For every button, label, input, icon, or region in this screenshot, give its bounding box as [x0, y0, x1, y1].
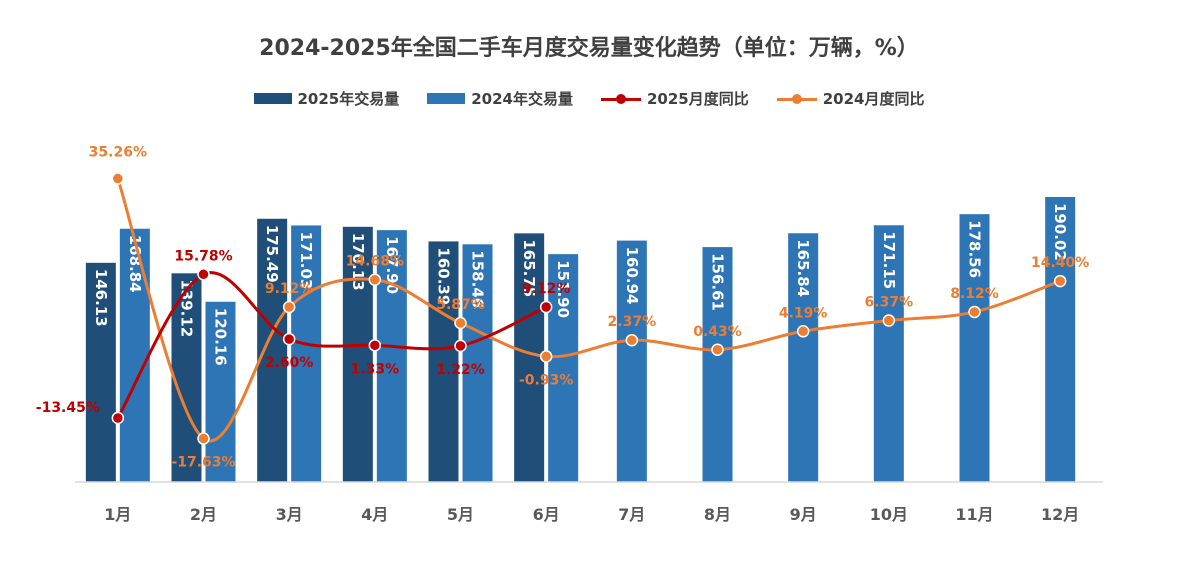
line-value-label: 2.37%	[608, 314, 657, 330]
bar-2025-5	[428, 241, 459, 482]
line-value-label: 1.22%	[436, 362, 485, 378]
bar-2024-11	[959, 214, 990, 482]
legend-item-2025-yoy: 2025月度同比	[601, 88, 749, 109]
bar-value-label: 171.03	[297, 231, 315, 289]
line-value-label: 14.68%	[346, 254, 404, 270]
x-tick-label: 11月	[955, 505, 993, 524]
bar-value-label: 151.90	[554, 260, 572, 318]
bar-2025-3	[257, 218, 288, 482]
bar-2024-6	[548, 254, 579, 482]
line-value-label: 9.12%	[522, 281, 571, 297]
x-tick-label: 7月	[618, 505, 645, 524]
x-tick-label: 6月	[533, 505, 560, 524]
point-2024-yoy	[796, 325, 810, 338]
bar-value-label: 170.13	[349, 233, 367, 291]
legend-label-2025-volume: 2025年交易量	[297, 90, 400, 108]
legend-item-2024-yoy: 2024月度同比	[776, 88, 925, 109]
point-2025-yoy	[539, 300, 553, 314]
line-value-label: 9.12%	[265, 281, 314, 297]
bar-2024-3	[291, 225, 322, 482]
point-2024-yoy	[368, 273, 382, 286]
x-tick-label: 9月	[790, 505, 817, 524]
bar-2024-2	[205, 301, 236, 482]
point-2025-yoy	[282, 332, 296, 346]
point-2024-yoy	[111, 172, 125, 185]
x-tick-label: 5月	[447, 505, 474, 524]
chart-legend: 2025年交易量 2024年交易量 2025月度同比 2024月度同比	[0, 88, 1178, 109]
x-tick-label: 2月	[190, 505, 217, 524]
bar-value-label: 167.90	[383, 236, 401, 294]
bar-value-label: 168.84	[126, 235, 144, 293]
point-2024-yoy	[1053, 274, 1067, 288]
legend-item-2024-volume: 2024年交易量	[427, 88, 573, 109]
legend-label-2025-yoy: 2025月度同比	[647, 90, 749, 108]
point-2025-yoy	[454, 339, 467, 353]
bar-value-label: 165.75	[520, 239, 538, 297]
bar-2024-4	[376, 230, 407, 482]
bar-value-label: 190.02	[1051, 203, 1069, 261]
x-tick-label: 4月	[361, 505, 388, 524]
point-2024-yoy	[197, 432, 210, 445]
legend-swatch-2025-yoy	[601, 92, 641, 106]
point-2024-yoy	[539, 350, 553, 363]
line-value-label: 5.87%	[436, 297, 485, 313]
bar-2025-6	[514, 233, 545, 482]
line-value-label: -17.63%	[171, 455, 235, 471]
point-2024-yoy	[282, 300, 296, 314]
line-value-label: 14.40%	[1031, 255, 1089, 271]
line-value-label: 35.26%	[89, 145, 147, 161]
legend-swatch-2024-volume	[427, 93, 466, 104]
line-value-label: 15.78%	[174, 248, 232, 264]
bar-value-label: 165.84	[794, 239, 812, 297]
point-2024-yoy	[968, 305, 981, 319]
x-tick-label: 8月	[704, 505, 731, 524]
bar-2024-7	[616, 240, 647, 482]
bar-value-label: 120.16	[212, 308, 230, 366]
point-2024-yoy	[454, 316, 467, 330]
point-2024-yoy	[711, 343, 724, 357]
line-value-label: 6.37%	[865, 295, 914, 311]
bar-2024-9	[788, 233, 819, 482]
point-2025-yoy	[111, 411, 125, 425]
bar-value-label: 178.56	[966, 220, 984, 278]
bar-value-label: 158.46	[469, 250, 487, 308]
line-value-label: 8.12%	[950, 286, 999, 302]
x-tick-label: 3月	[276, 505, 303, 524]
bar-value-label: 175.49	[263, 225, 281, 283]
line-value-label: -13.45%	[36, 400, 100, 416]
bar-value-label: 160.39	[435, 247, 453, 305]
bar-2024-10	[873, 225, 904, 482]
bar-2025-2	[171, 273, 202, 482]
legend-label-2024-yoy: 2024月度同比	[822, 90, 925, 108]
point-2025-yoy	[197, 268, 210, 281]
line-value-label: -0.93%	[519, 372, 573, 388]
line-value-label: 1.33%	[351, 361, 400, 377]
bar-2024-5	[462, 244, 493, 482]
legend-swatch-2024-yoy	[776, 92, 817, 106]
bar-2025-4	[342, 226, 373, 482]
x-tick-label: 10月	[870, 505, 908, 524]
bar-value-label: 146.13	[92, 269, 110, 327]
bar-2025-1	[85, 262, 116, 482]
bar-value-label: 156.61	[709, 253, 727, 311]
bar-2024-12	[1045, 196, 1076, 482]
line-value-label: 0.43%	[693, 324, 742, 340]
bar-value-label: 171.15	[880, 231, 898, 289]
legend-label-2024-volume: 2024年交易量	[471, 90, 573, 108]
bar-2024-8	[702, 247, 733, 482]
x-tick-label: 12月	[1041, 505, 1079, 524]
bar-2024-1	[119, 228, 150, 482]
point-2024-yoy	[882, 314, 896, 327]
point-2025-yoy	[368, 339, 382, 352]
bar-value-label: 160.94	[623, 247, 641, 305]
chart-title: 2024-2025年全国二手车月度交易量变化趋势（单位：万辆，%）	[259, 36, 919, 61]
point-2024-yoy	[625, 333, 639, 347]
legend-item-2025-volume: 2025年交易量	[253, 88, 400, 109]
legend-swatch-2025-volume	[253, 93, 292, 104]
x-tick-label: 1月	[104, 505, 131, 524]
line-value-label: 2.60%	[265, 355, 314, 371]
line-value-label: 4.19%	[779, 305, 828, 321]
